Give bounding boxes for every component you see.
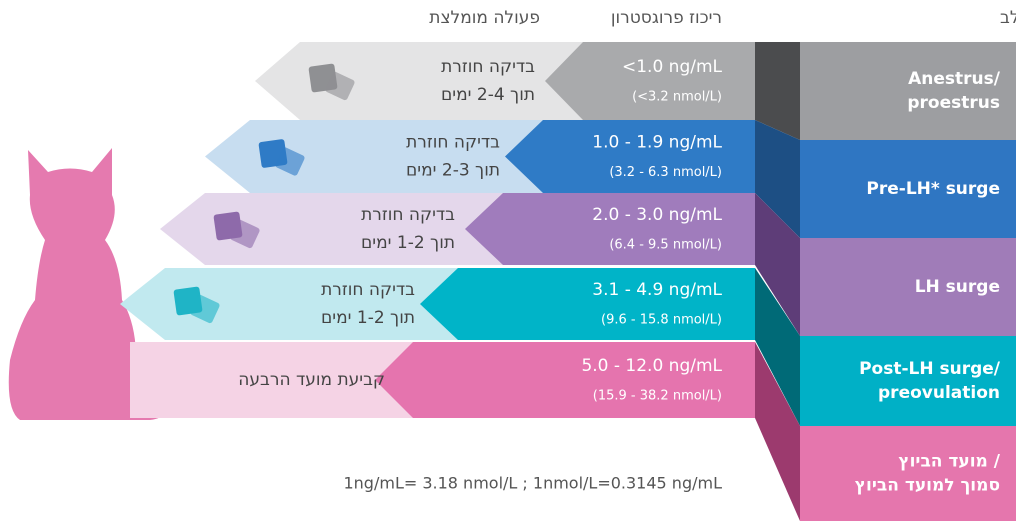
progesterone-nmol: (15.9 - 38.2 nmol/L) — [593, 389, 722, 404]
action-text: בדיקה חוזרת — [441, 57, 535, 77]
footnote: 1ng/mL= 3.18 nmol/L ; 1nmol/L=0.3145 ng/… — [343, 474, 722, 493]
stage-box — [800, 426, 1016, 521]
level-arrow — [465, 193, 755, 265]
progesterone-ng: 3.1 - 4.9 ng/mL — [592, 280, 722, 300]
action-text: תוך 1-2 ימים — [321, 308, 415, 328]
stage-label: Post-LH surge/ — [859, 359, 1001, 379]
action-text: תוך 2-3 ימים — [406, 161, 500, 181]
action-text: תוך 1-2 ימים — [361, 233, 455, 253]
action-arrow — [120, 268, 460, 340]
progesterone-nmol: (3.2 - 6.3 nmol/L) — [609, 165, 722, 180]
stage-label: LH surge — [915, 277, 1000, 297]
level-arrow — [375, 342, 755, 418]
action-arrow — [160, 193, 505, 265]
header-action: פעולה מומלצת — [429, 8, 540, 28]
stage-label: Pre-LH* surge — [866, 179, 1000, 199]
progesterone-nmol: (6.4 - 9.5 nmol/L) — [609, 238, 722, 253]
action-text: בדיקה חוזרת — [321, 280, 415, 300]
stage-label: preovulation — [878, 383, 1000, 403]
action-text: בדיקה חוזרת — [361, 205, 455, 225]
header-stage: השלב — [1000, 8, 1016, 28]
progesterone-ng: 5.0 - 12.0 ng/mL — [581, 356, 722, 376]
stage-label: Anestrus/ — [908, 69, 1001, 89]
stage-box — [800, 336, 1016, 426]
stage-label: מועד הביוץ / — [898, 452, 1000, 472]
level-arrow — [545, 42, 755, 120]
action-arrow — [205, 120, 545, 193]
action-text: בדיקה חוזרת — [406, 133, 500, 153]
progesterone-ng: <1.0 ng/mL — [622, 57, 723, 77]
infographic: השלב ריכוז פרוגסטרון פעולה מומלצת 1ng/mL… — [0, 0, 1016, 521]
action-text: קביעת מועד הרבעה — [238, 370, 385, 390]
progesterone-nmol: (<3.2 nmol/L) — [632, 90, 722, 105]
header-progesterone: ריכוז פרוגסטרון — [611, 8, 722, 28]
level-arrow — [505, 120, 755, 193]
level-arrow — [420, 268, 755, 340]
progesterone-ng: 2.0 - 3.0 ng/mL — [592, 205, 722, 225]
action-text: תוך 2-4 ימים — [441, 85, 535, 105]
action-arrow — [255, 42, 585, 120]
progesterone-ng: 1.0 - 1.9 ng/mL — [592, 133, 722, 153]
stage-box — [800, 42, 1016, 140]
stage-label: proestrus — [907, 93, 1000, 113]
stage-label: סמוך למועד הביוץ — [855, 476, 1000, 496]
progesterone-nmol: (9.6 - 15.8 nmol/L) — [601, 313, 722, 328]
